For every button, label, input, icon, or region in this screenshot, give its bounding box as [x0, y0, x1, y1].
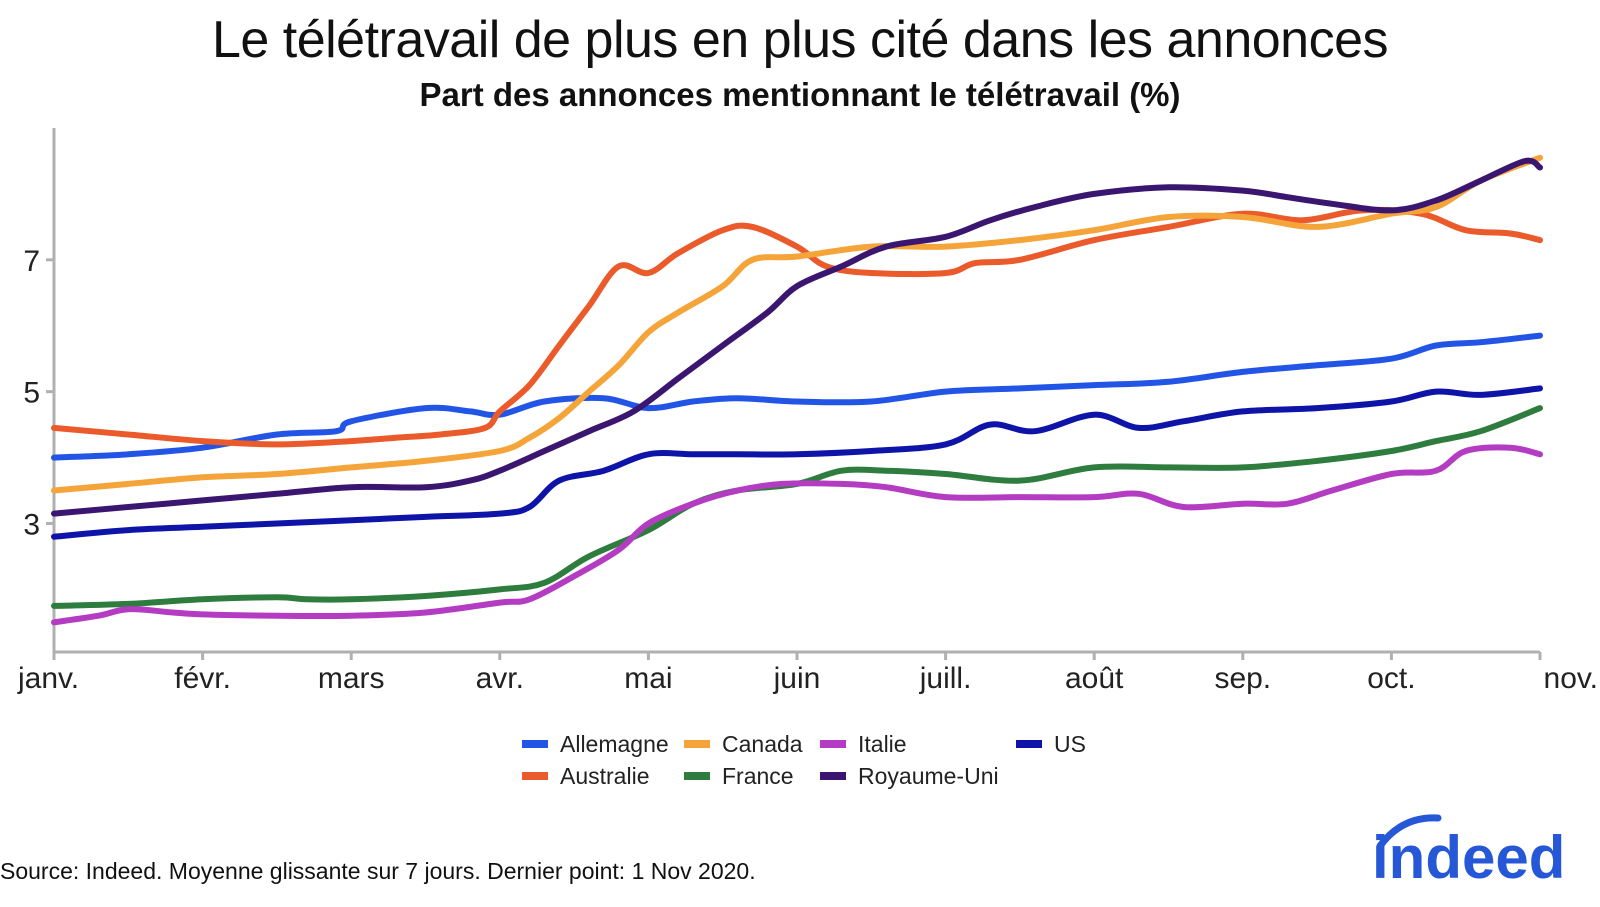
series-line-france [51, 405, 1543, 609]
x-tick-label: sep. [1214, 662, 1271, 695]
x-tick-label: avr. [476, 662, 524, 695]
legend-swatch [522, 740, 548, 748]
x-tick-label: nov. [1544, 662, 1598, 695]
legend-label: US [1054, 731, 1086, 757]
legend-label: Royaume-Uni [858, 763, 999, 789]
chart-legend: Allemagne Canada Italie US Australie France Ro… [522, 731, 1086, 789]
x-tick-label: juin [773, 662, 821, 695]
logo-text: indeed [1372, 824, 1565, 891]
legend-label: Allemagne [560, 731, 669, 757]
logo-swoosh-icon [1376, 814, 1442, 850]
series-line-italie [51, 444, 1543, 626]
legend-label: Canada [722, 731, 803, 757]
x-tick-label: oct. [1367, 662, 1415, 695]
series-line-royaume-uni [51, 157, 1543, 517]
legend-swatch [684, 772, 710, 780]
page-title: Le télétravail de plus en plus cité dans… [211, 11, 1389, 69]
legend-swatch [1016, 740, 1042, 748]
series-line-allemagne [51, 332, 1543, 461]
legend-swatch [820, 772, 846, 780]
x-tick-label: mai [624, 662, 672, 695]
page-subtitle: Part des annonces mentionnant le télétra… [419, 76, 1181, 113]
series-line-canada [51, 154, 1543, 494]
legend-label: Italie [858, 731, 907, 757]
x-tick-label: janv. [17, 662, 79, 695]
x-tick-label: mars [318, 662, 385, 695]
x-tick-label: févr. [174, 662, 231, 695]
legend-swatch [522, 772, 548, 780]
y-tick-label: 7 [23, 245, 40, 278]
indeed-logo: indeed [1372, 814, 1565, 891]
legend-label: France [722, 763, 794, 789]
legend-swatch [684, 740, 710, 748]
tick-layer: 3 5 7 janv. févr. mars avr. mai juin juill. août se… [17, 245, 1598, 695]
series-line-us [51, 385, 1543, 540]
legend-swatch [820, 740, 846, 748]
x-tick-label: juill. [919, 662, 972, 695]
y-tick-label: 3 [23, 508, 40, 541]
x-tick-label: août [1065, 662, 1124, 695]
series-line-australie [51, 206, 1543, 448]
source-note: Source: Indeed. Moyenne glissante sur 7 … [0, 858, 756, 884]
chart-axes [52, 128, 1540, 654]
series-layer [51, 154, 1543, 626]
legend-label: Australie [560, 763, 649, 789]
y-tick-label: 5 [23, 377, 40, 410]
